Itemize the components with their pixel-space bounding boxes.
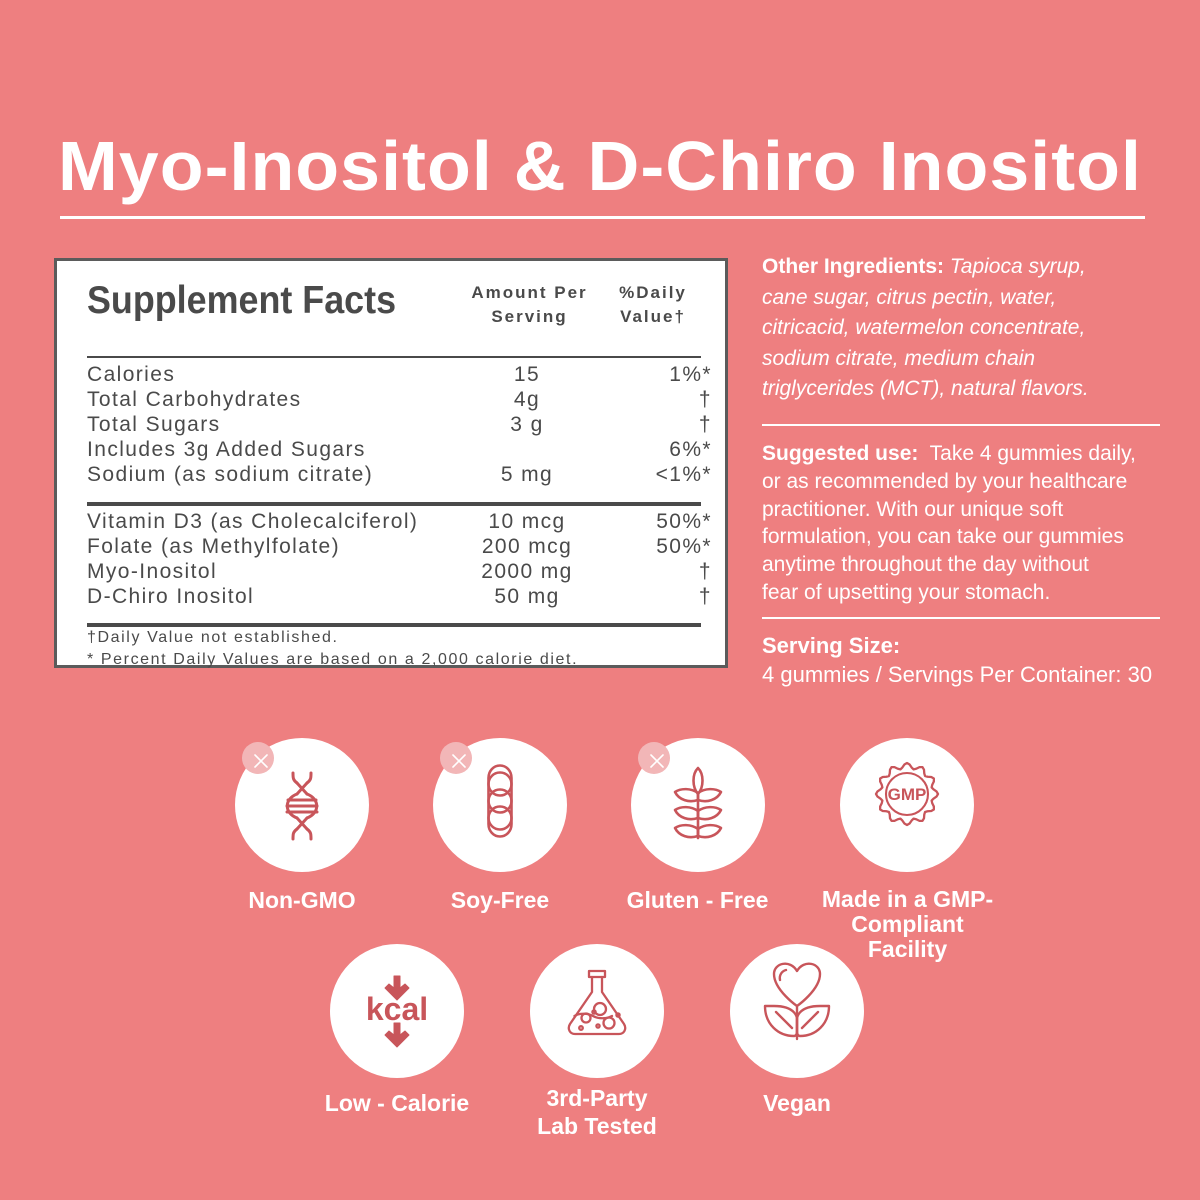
svg-text:kcal: kcal bbox=[366, 991, 428, 1027]
svg-text:GMP: GMP bbox=[888, 785, 927, 804]
